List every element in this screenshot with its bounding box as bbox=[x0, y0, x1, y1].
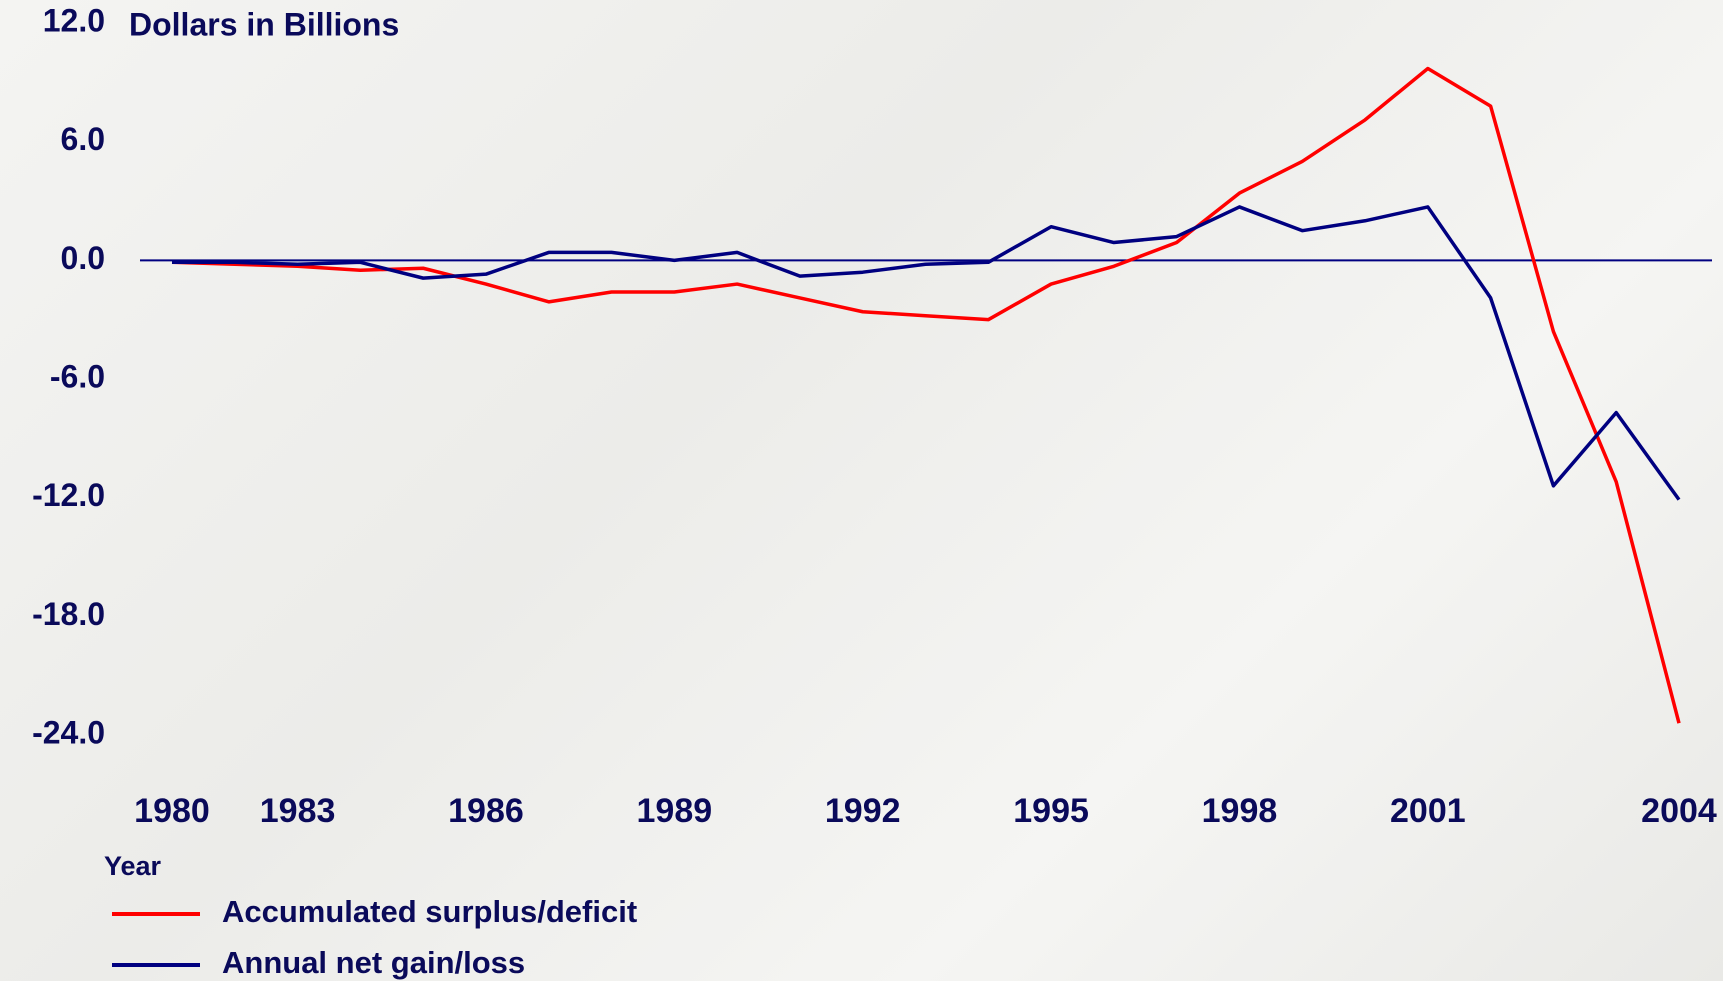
x-tick-label: 1998 bbox=[1202, 792, 1278, 830]
y-tick-label: 6.0 bbox=[61, 121, 105, 157]
x-tick-label: 2001 bbox=[1390, 792, 1466, 830]
x-tick-label: 1995 bbox=[1013, 792, 1089, 830]
y-tick-label: -6.0 bbox=[50, 358, 105, 394]
x-axis-title: Year bbox=[104, 851, 162, 881]
x-tick-label: 2004 bbox=[1641, 792, 1717, 830]
x-tick-label: 1992 bbox=[825, 792, 901, 830]
y-tick-label: 0.0 bbox=[61, 240, 105, 276]
y-tick-label: -24.0 bbox=[32, 714, 105, 750]
y-tick-label: 12.0 bbox=[43, 2, 105, 38]
x-tick-label: 1986 bbox=[448, 792, 524, 830]
data-line bbox=[172, 205, 1681, 501]
data-line bbox=[171, 66, 1681, 724]
legend-label: Annual net gain/loss bbox=[222, 945, 525, 980]
x-tick-label: 1980 bbox=[134, 792, 210, 830]
x-tick-label: 1989 bbox=[637, 792, 713, 830]
y-tick-label: -18.0 bbox=[32, 596, 105, 632]
chart-title: Dollars in Billions bbox=[129, 6, 399, 42]
x-tick-label: 1983 bbox=[260, 792, 336, 830]
y-tick-label: -12.0 bbox=[32, 477, 105, 513]
legend-label: Accumulated surplus/deficit bbox=[222, 894, 637, 929]
